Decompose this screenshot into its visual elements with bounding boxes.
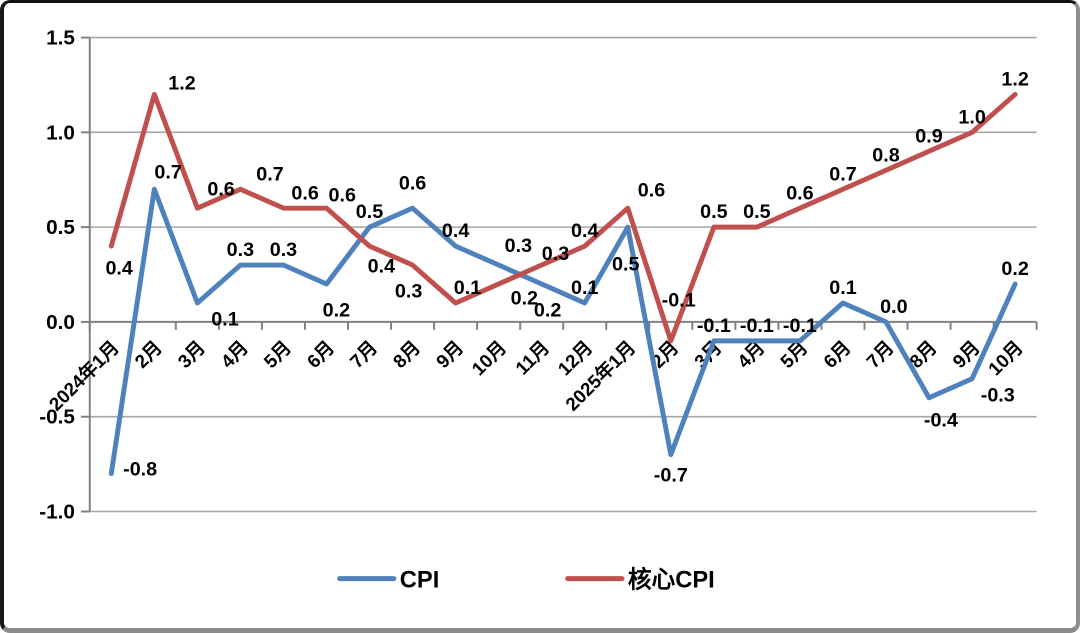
core-cpi-legend-label: 核心CPI [628, 566, 715, 594]
y-tick-label: 0.0 [46, 311, 75, 334]
cpi-data-label: -0.1 [783, 315, 817, 337]
cpi-data-label: 0.6 [399, 172, 426, 194]
series-lines [108, 91, 1018, 477]
cpi-data-label: 0.2 [323, 300, 350, 322]
core-cpi-data-label: 0.1 [454, 277, 481, 299]
core-cpi-data-label: 0.7 [256, 163, 283, 185]
core-cpi-data-label: 0.3 [395, 281, 422, 303]
data-labels: -0.80.70.10.3 0.30.20.50.60.40.30.20.10.5… [105, 69, 1028, 487]
cpi-data-label: 0.1 [829, 277, 856, 299]
cpi-data-label: 0.5 [612, 254, 639, 276]
cpi-data-label: -0.1 [740, 315, 774, 337]
core-cpi-data-label: 0.6 [329, 184, 356, 206]
core-cpi-data-label: 0.5 [743, 201, 770, 223]
core-cpi-data-label: 0.6 [786, 182, 813, 204]
y-tick-label: 1.0 [46, 121, 75, 144]
core-cpi-data-label: 0.6 [638, 179, 665, 201]
core-cpi-series-line [108, 91, 1018, 344]
cpi-data-label: 0.5 [356, 201, 383, 223]
cpi-data-label: -0.7 [654, 464, 688, 486]
gridlines [89, 36, 1037, 513]
cpi-data-label: -0.4 [924, 409, 958, 431]
core-cpi-data-label: 1.0 [958, 106, 985, 128]
core-cpi-data-label: 0.2 [511, 288, 538, 310]
cpi-data-label: -0.1 [697, 315, 731, 337]
cpi-data-label: -0.8 [123, 459, 157, 481]
y-tick-label: -0.5 [39, 406, 75, 429]
cpi-data-label: 0.2 [534, 300, 561, 322]
core-cpi-data-label: 0.8 [872, 144, 899, 166]
core-cpi-data-label: -0.1 [662, 289, 696, 311]
cpi-data-label: 0.2 [1001, 258, 1028, 280]
core-cpi-data-label: 0.7 [829, 163, 856, 185]
cpi-series-line [108, 186, 1018, 477]
core-cpi-data-label: 0.6 [207, 178, 234, 200]
y-tick-label: 0.5 [46, 216, 75, 239]
legend-item-cpi: CPI [337, 568, 440, 594]
cpi-data-label: 0.7 [154, 161, 181, 183]
legend: CPI 核心CPI [337, 566, 715, 594]
plot-background [6, 3, 1074, 628]
cpi-data-label: 0.4 [442, 220, 469, 242]
core-cpi-data-label: 0.4 [571, 220, 598, 242]
cpi-data-label: 0.3 [505, 235, 532, 257]
cpi-data-label: 0.1 [211, 309, 238, 331]
core-cpi-data-label: 0.9 [915, 125, 942, 147]
cpi-data-label: 0.0 [880, 296, 907, 318]
y-tick-label: -1.0 [39, 500, 75, 523]
core-cpi-data-label: 0.3 [542, 243, 569, 265]
core-cpi-data-label: 1.2 [168, 72, 195, 94]
core-cpi-data-label: 1.2 [1001, 69, 1028, 91]
cpi-data-label: 0.3 [227, 239, 254, 261]
y-tick-label: 1.5 [46, 26, 75, 49]
cpi-data-label: 0.1 [571, 277, 598, 299]
y-axis-labels: 1.5 1.0 0.5 0.0 -0.5 -1.0 [39, 26, 75, 523]
cpi-legend-label: CPI [400, 568, 440, 594]
legend-item-core-cpi: 核心CPI [565, 566, 715, 594]
core-cpi-data-label: 0.5 [700, 201, 727, 223]
core-cpi-data-label: 0.4 [368, 256, 395, 278]
core-cpi-data-label: 0.6 [291, 182, 318, 204]
cpi-data-label: 0.3 [270, 239, 297, 261]
cpi-data-label: -0.3 [981, 384, 1015, 406]
core-cpi-data-label: 0.4 [105, 258, 132, 280]
